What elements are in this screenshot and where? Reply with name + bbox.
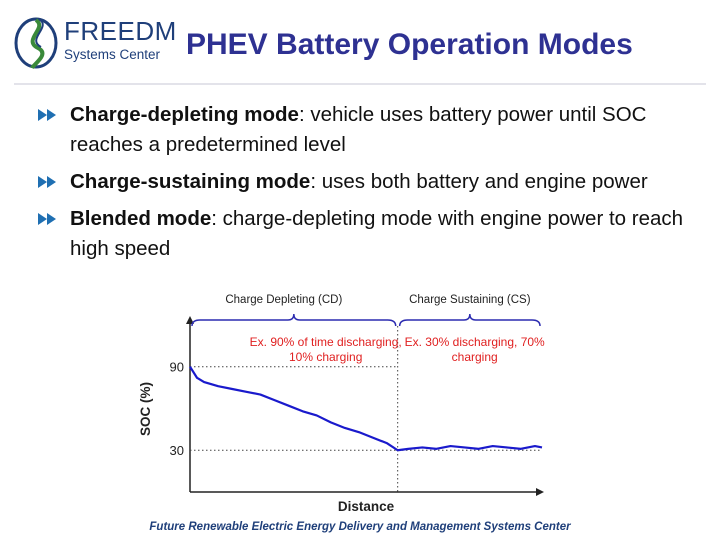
bullet-description: : charge-depleting mode with engine powe… [70,207,684,260]
region-brace-0 [191,313,397,327]
arrow-bullet-icon [38,109,56,121]
freedm-logo: FREEDM Systems Center [12,14,177,70]
bullet-term: Charge-sustaining mode [70,170,311,193]
bullet-list: Charge-depleting mode: vehicle uses batt… [38,100,698,271]
y-axis-label: SOC (%) [138,382,153,436]
region-label-0: Charge Depleting (CD) [225,294,342,306]
bullet-text: Charge-depleting mode: vehicle uses batt… [70,100,698,160]
arrow-bullet-icon [38,213,56,225]
bullet-text: Blended mode: charge-depleting mode with… [70,204,698,264]
bullet-text: Charge-sustaining mode: uses both batter… [70,167,698,197]
footer-text: Future Renewable Electric Energy Deliver… [149,521,571,533]
annotation-1-line-0: Ex. 30% discharging, 70% [405,335,545,349]
bullet-term: Blended mode [70,207,212,230]
title-divider [14,83,706,85]
y-tick-label-30: 30 [170,443,184,458]
freedm-logo-mark-icon [14,17,58,70]
soc-chart: 90 30 Distance SOC (%) Charge Depleting (CD)… [138,294,545,513]
bullet-item-charge-depleting: Charge-depleting mode: vehicle uses batt… [38,100,698,160]
annotation-0-line-1: 10% charging [289,350,362,364]
annotation-0-line-0: Ex. 90% of time discharging, [250,335,402,349]
bullet-description: : uses both battery and engine power [310,170,648,193]
x-axis-label: Distance [338,499,395,513]
arrow-bullet-icon [38,176,56,188]
annotation-1-line-1: charging [452,350,498,364]
region-label-1: Charge Sustaining (CS) [409,294,531,306]
logo-name-line2: Systems Center [64,47,161,62]
x-axis-arrowhead [536,488,544,496]
soc-series-line-0 [189,366,543,452]
bullet-term: Charge-depleting mode [70,103,299,126]
y-tick-label-90: 90 [170,360,184,375]
logo-name-line1: FREEDM [64,16,177,46]
bullet-item-blended: Blended mode: charge-depleting mode with… [38,204,698,264]
y-axis-arrowhead [186,316,194,324]
slide-title: PHEV Battery Operation Modes [186,28,633,61]
region-brace-1 [398,313,541,327]
bullet-item-charge-sustaining: Charge-sustaining mode: uses both batter… [38,167,698,197]
bullet-description: : vehicle uses battery power until SOC r… [70,103,647,156]
